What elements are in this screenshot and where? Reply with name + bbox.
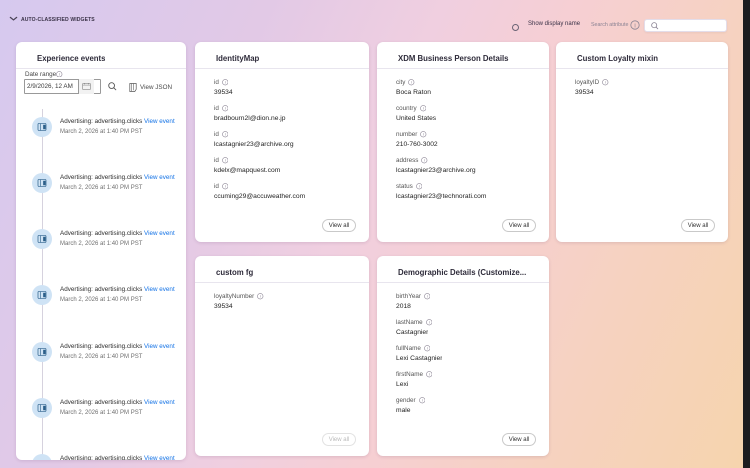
svg-text:i: i (225, 132, 226, 137)
svg-text:i: i (424, 158, 425, 163)
svg-text:i: i (423, 132, 424, 137)
svg-text:i: i (419, 184, 420, 189)
svg-text:i: i (59, 72, 60, 77)
svg-text:i: i (427, 346, 428, 351)
svg-text:i: i (225, 80, 226, 85)
svg-text:i: i (225, 184, 226, 189)
svg-text:i: i (427, 294, 428, 299)
svg-text:i: i (225, 106, 226, 111)
svg-text:i: i (428, 320, 429, 325)
svg-text:i: i (634, 23, 635, 29)
svg-text:i: i (260, 294, 261, 299)
svg-text:i: i (411, 80, 412, 85)
svg-text:i: i (225, 158, 226, 163)
svg-text:i: i (421, 398, 422, 403)
svg-text:i: i (429, 372, 430, 377)
svg-text:i: i (422, 106, 423, 111)
svg-text:i: i (605, 80, 606, 85)
